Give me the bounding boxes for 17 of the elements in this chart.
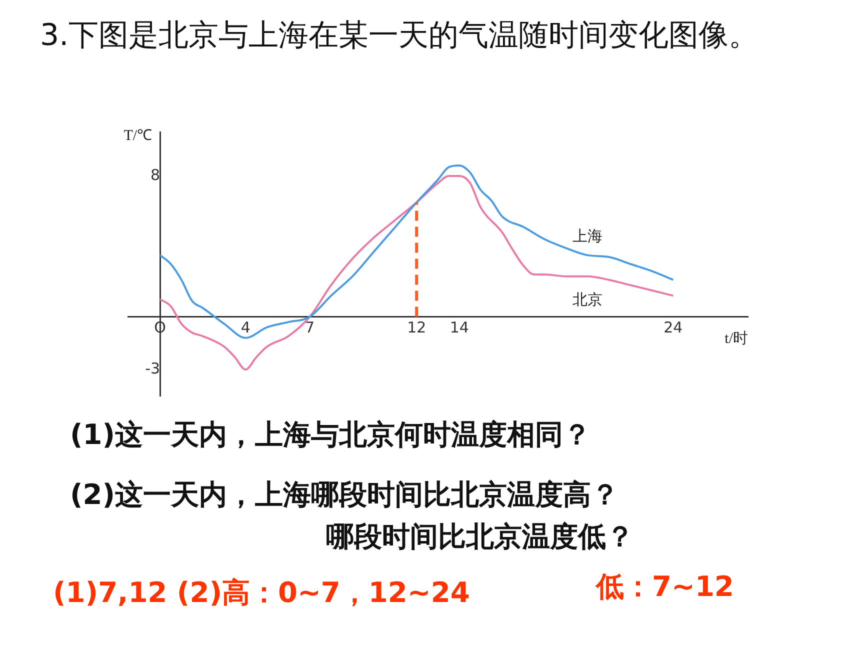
text: (1)这一天内，上海与北京何时温度相同？	[70, 417, 592, 453]
y-axis-title: T/℃	[124, 128, 152, 144]
text: 低：7~12	[596, 569, 734, 605]
y-tick-label: -3	[145, 359, 160, 378]
x-tick-label: 24	[664, 318, 683, 337]
y-tick-label: 8	[150, 166, 160, 184]
text: (1)7,12 (2)高：0~7，12~24	[53, 575, 470, 611]
x-tick-label: 7	[304, 318, 314, 337]
x-axis-title: t/时	[724, 330, 748, 347]
text: (2)这一天内，上海哪段时间比北京温度高？	[70, 477, 620, 513]
x-tick-label: 4	[240, 318, 250, 337]
chart-title: 3.下图是北京与上海在某一天的气温随时间变化图像。	[40, 17, 760, 55]
text: 哪段时间比北京温度低？	[326, 519, 634, 555]
series-label: 上海	[572, 227, 603, 246]
x-tick-label: 12	[407, 318, 426, 337]
series-label: 北京	[572, 290, 603, 308]
x-tick-label: 14	[450, 318, 469, 337]
